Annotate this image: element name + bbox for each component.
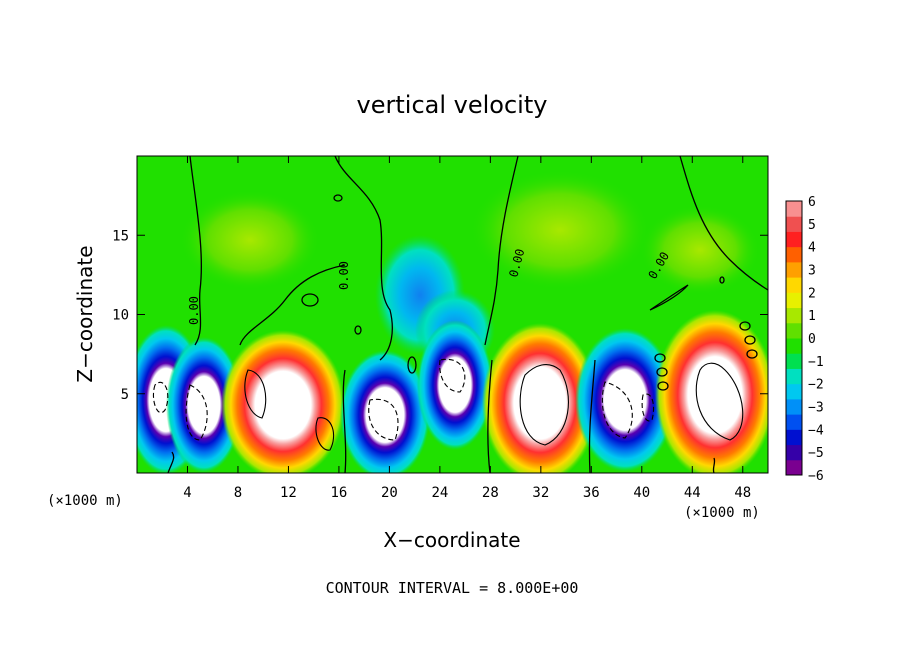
colorbar-segment	[786, 398, 802, 415]
y-axis-title: Z−coordinate	[73, 245, 97, 382]
colorbar-tick-label: 0	[808, 332, 816, 347]
x-tick-label: 32	[532, 485, 549, 501]
colorbar-tick-label: −5	[808, 446, 824, 461]
colorbar-segment	[786, 322, 802, 339]
colorbar-tick-label: 1	[808, 309, 816, 324]
colorbar-segment	[786, 338, 802, 354]
x-tick-label: 24	[431, 485, 448, 501]
colorbar-segment	[786, 231, 802, 248]
upper-lightgreen-1	[180, 190, 320, 290]
zero-contours	[167, 156, 768, 473]
cell-red-1	[221, 330, 345, 473]
cell-red-2	[482, 323, 598, 473]
colorbar-tick-label: −1	[808, 355, 824, 370]
cell-blue-2	[166, 337, 242, 473]
upper-lightgreen-2	[470, 170, 650, 290]
colorbar-tick-label: −2	[808, 378, 824, 393]
contour-interval-footer: CONTOUR INTERVAL = 8.000E+00	[326, 579, 579, 597]
x-tick-label: 8	[234, 485, 242, 501]
colorbar-tick-label: 4	[808, 241, 816, 256]
contour-label-2: 0.00	[337, 261, 351, 290]
colorbar-segment	[786, 292, 802, 309]
colorbar-segment	[786, 429, 802, 446]
colorbar-segment	[786, 307, 802, 324]
x-tick-label: 44	[684, 485, 701, 501]
negative-contours	[152, 358, 655, 441]
upper-lightgreen-3	[640, 205, 760, 295]
x-tick-label: 48	[734, 485, 751, 501]
y-tick-label: 15	[112, 228, 129, 244]
colorbar-tick-label: −3	[808, 401, 824, 416]
colorbar-segment	[786, 277, 802, 293]
chart-title: vertical velocity	[357, 91, 548, 119]
colorbar-segment	[786, 261, 802, 278]
x-tick-label: 12	[280, 485, 297, 501]
colorbar-tick-label: 3	[808, 264, 816, 279]
colorbar: 6 5 4 3 2 1 0 −1 −2 −3 −4 −5 −6	[785, 195, 824, 484]
x-tick-label: 40	[633, 485, 650, 501]
colorbar-tick-label: −6	[808, 469, 824, 484]
x-axis-title: X−coordinate	[383, 528, 520, 552]
positive-contours	[244, 362, 744, 451]
colorbar-tick-label: −4	[808, 423, 824, 438]
y-unit-label: (×1000 m)	[47, 493, 123, 509]
x-tick-label: 4	[183, 485, 191, 501]
colorbar-tick-label: 2	[808, 286, 816, 301]
contour-label-1: 0.00	[187, 296, 201, 325]
x-tick-label: 36	[583, 485, 600, 501]
colorbar-tick-label: 6	[808, 195, 816, 210]
colorbar-frame	[785, 200, 803, 476]
colorbar-segment	[786, 368, 802, 385]
colorbar-segment	[786, 201, 802, 217]
x-tick-label: 16	[330, 485, 347, 501]
colorbar-segment	[786, 414, 802, 430]
colorbar-segment	[786, 246, 802, 263]
x-unit-label: (×1000 m)	[684, 505, 760, 521]
colorbar-segment	[786, 353, 802, 369]
colorbar-segment	[786, 459, 802, 476]
cell-blue-3	[340, 350, 430, 473]
x-tick-label: 20	[381, 485, 398, 501]
colorbar-segment	[786, 216, 802, 232]
cell-red-3	[655, 310, 768, 473]
y-tick-label: 5	[121, 387, 129, 403]
colorbar-tick-label: 5	[808, 218, 816, 233]
y-tick-label: 10	[112, 308, 129, 324]
plot-area: 0.00 0.00 0.00 0.00	[137, 156, 768, 473]
cell-blue-5	[575, 328, 675, 472]
x-axis-ticks: 4 8 12 16 20 24 28 32 36 40 44 48	[183, 156, 751, 501]
colorbar-segment	[786, 444, 802, 461]
colorbar-segment	[786, 383, 802, 400]
x-tick-label: 28	[482, 485, 499, 501]
y-axis-ticks: 5 10 15	[112, 228, 768, 403]
cell-blue-4	[417, 320, 493, 450]
